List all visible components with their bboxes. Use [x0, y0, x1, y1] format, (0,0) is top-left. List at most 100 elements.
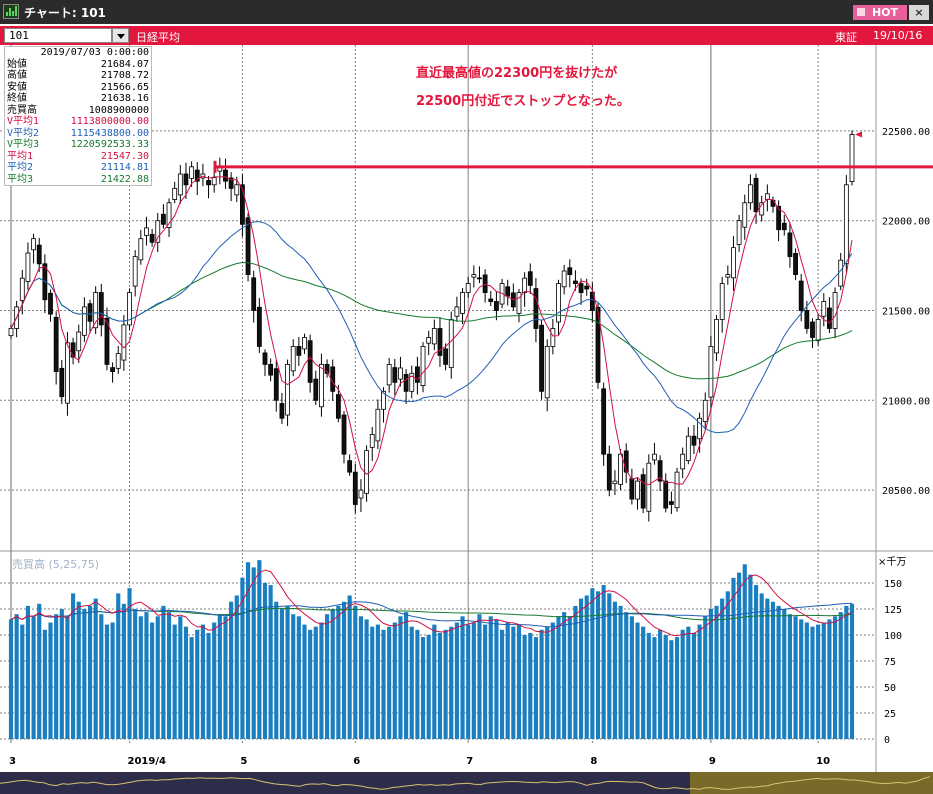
- candle-body: [482, 274, 488, 293]
- volume-bar: [14, 614, 19, 739]
- volume-bar: [844, 605, 849, 739]
- volume-bar: [753, 585, 759, 739]
- volume-bar: [166, 612, 172, 739]
- candle-body: [731, 247, 736, 279]
- price-ma3-line: [10, 261, 853, 380]
- candle-body: [240, 184, 245, 225]
- candle-body: [505, 286, 511, 297]
- info-row: 売買高 1008900000: [7, 105, 149, 117]
- candle-body: [403, 374, 409, 392]
- volume-bar: [635, 622, 640, 739]
- volume-bar: [680, 629, 685, 739]
- candle-body: [104, 318, 110, 365]
- volume-bar: [714, 605, 719, 739]
- candle-body: [748, 184, 753, 204]
- close-button[interactable]: ×: [909, 5, 929, 20]
- candle-body: [352, 471, 358, 505]
- volume-bar: [274, 601, 279, 739]
- annotation-line-2: 22500円付近でストップとなった。: [416, 94, 630, 109]
- candle-body: [127, 292, 132, 326]
- candle-body: [522, 277, 528, 293]
- symbol-dropdown-button[interactable]: [112, 28, 129, 43]
- volume-bar: [567, 616, 572, 739]
- symbol-code-input[interactable]: 101: [4, 28, 112, 43]
- candle-body: [183, 173, 189, 186]
- candle-body: [471, 274, 477, 278]
- volume-tick-label: 100: [884, 631, 902, 642]
- candle-body: [347, 460, 353, 473]
- candle-body: [494, 301, 499, 311]
- volume-bar: [392, 622, 397, 739]
- candle-body: [409, 372, 415, 392]
- candle-body: [53, 316, 59, 372]
- volume-bar: [347, 595, 352, 739]
- volume-bar: [104, 624, 110, 739]
- chart-area[interactable]: 22500.00 22000.00 21500.00 21000.00 20500.00…: [0, 45, 933, 794]
- volume-bar: [505, 622, 510, 739]
- volume-bar: [466, 624, 471, 739]
- volume-bar: [742, 564, 747, 739]
- volume-bar: [313, 626, 318, 739]
- candle-body: [155, 220, 161, 243]
- candle-body: [477, 277, 482, 280]
- time-tick-label: 7: [466, 756, 473, 767]
- volume-bar: [454, 622, 459, 739]
- volume-bar: [93, 598, 98, 739]
- volume-bar: [618, 605, 623, 739]
- volume-bar: [516, 624, 522, 739]
- candle-body: [674, 471, 680, 509]
- price-tick-label: 21000.00: [882, 396, 930, 407]
- candle-body: [324, 363, 330, 374]
- chart-canvas[interactable]: 22500.00 22000.00 21500.00 21000.00 20500.00…: [0, 45, 933, 794]
- volume-bar: [663, 635, 668, 739]
- time-tick-label: 5: [240, 756, 247, 767]
- volume-bar: [590, 588, 595, 739]
- volume-bar: [731, 577, 736, 739]
- candle-body: [635, 480, 640, 500]
- candle-body: [567, 267, 573, 275]
- info-row-value: 1115438800.00: [70, 127, 149, 139]
- time-tick-label: 9: [709, 756, 716, 767]
- volume-bar: [155, 616, 160, 739]
- candle-body: [87, 303, 93, 322]
- volume-bar: [48, 622, 53, 739]
- volume-bar: [669, 640, 674, 739]
- volume-tick-label: 50: [884, 683, 896, 694]
- volume-bar: [217, 614, 222, 739]
- volume-bar: [65, 616, 70, 739]
- volume-bar: [460, 616, 465, 739]
- info-row-label: 終値: [7, 93, 27, 104]
- candle-body: [793, 252, 798, 275]
- volume-bar: [720, 598, 725, 739]
- candle-body: [573, 280, 578, 284]
- candle-body: [251, 277, 257, 311]
- info-row-value: 1220592533.33: [70, 139, 149, 150]
- info-row: 終値 21638.16: [7, 93, 149, 105]
- volume-bar: [144, 612, 149, 739]
- volume-tick-label: 150: [884, 579, 902, 590]
- candle-body: [414, 366, 420, 383]
- candle-body: [268, 363, 274, 376]
- volume-bar: [652, 637, 657, 739]
- volume-bar: [353, 605, 358, 739]
- info-row-value: 21566.65: [100, 81, 149, 93]
- info-row: V平均3 1220592533.33: [7, 139, 149, 151]
- info-row-label: 高値: [7, 70, 27, 81]
- time-tick-label: 10: [816, 756, 830, 767]
- volume-panel-title: 売買高 (5,25,75): [12, 558, 100, 571]
- volume-bar: [708, 609, 713, 739]
- candle-body: [138, 238, 144, 261]
- symbol-bar: [0, 26, 933, 45]
- candle-body: [827, 307, 832, 329]
- candle-body: [93, 292, 99, 329]
- hot-button[interactable]: HOT: [853, 5, 907, 20]
- candle-body: [759, 202, 765, 216]
- volume-bar: [426, 635, 431, 739]
- candle-body: [31, 238, 36, 251]
- info-row-label: V平均1: [7, 116, 40, 127]
- price-tick-label: 20500.00: [882, 486, 930, 497]
- candle-body: [697, 417, 703, 440]
- exchange-label: 東証: [835, 31, 857, 44]
- title-bar[interactable]: チャート: 101 HOT ×: [0, 0, 933, 24]
- candle-body: [454, 306, 460, 317]
